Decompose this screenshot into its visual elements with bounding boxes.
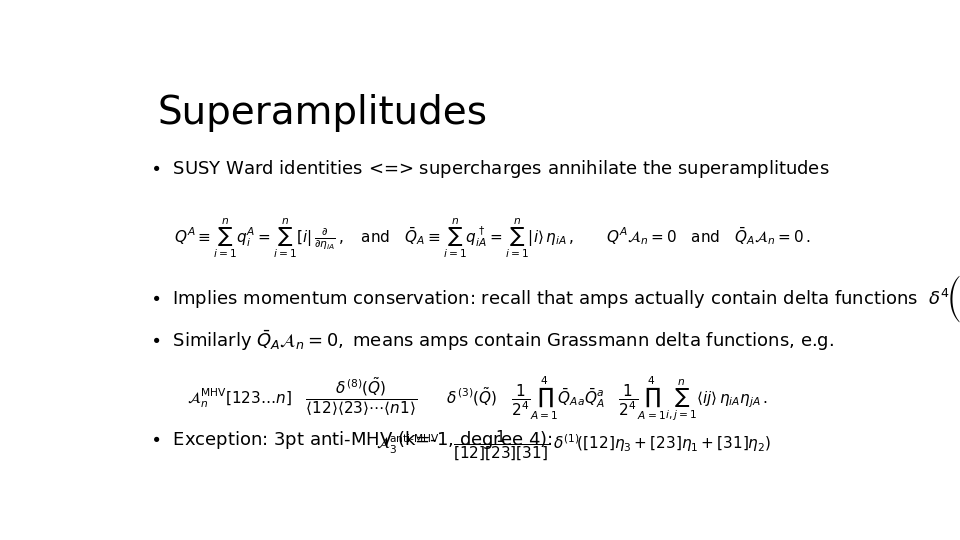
Text: $\bullet$  Exception: 3pt anti-MHV (k=-1, degree 4):: $\bullet$ Exception: 3pt anti-MHV (k=-1,… [150,429,553,450]
Text: $\mathcal{A}_n^{\mathrm{MHV}}[123\ldots n]\quad\dfrac{\delta^{(8)}(\tilde{Q})}{\: $\mathcal{A}_n^{\mathrm{MHV}}[123\ldots … [187,375,767,423]
Text: $\bullet$  Implies momentum conservation: recall that amps actually contain delt: $\bullet$ Implies momentum conservation:… [150,273,960,325]
Text: Superamplitudes: Superamplitudes [157,94,487,132]
Text: $\bullet$  Similarly $\bar{Q}_{A}\mathcal{A}_n = 0,$ means amps contain Grassman: $\bullet$ Similarly $\bar{Q}_{A}\mathcal… [150,329,834,354]
Text: $\mathcal{A}_3^{\mathrm{anti\text{-}MHV}}\quad\dfrac{1}{[12][23][31]}\;\delta^{(: $\mathcal{A}_3^{\mathrm{anti\text{-}MHV}… [376,429,772,463]
Text: $Q^A \equiv \sum_{i=1}^{n} q_i^A = \sum_{i=1}^{n} [i|\,\frac{\partial}{\partial : $Q^A \equiv \sum_{i=1}^{n} q_i^A = \sum_… [174,217,810,260]
Text: $\bullet$  SUSY Ward identities <=> supercharges annihilate the superamplitudes: $\bullet$ SUSY Ward identities <=> super… [150,158,829,180]
